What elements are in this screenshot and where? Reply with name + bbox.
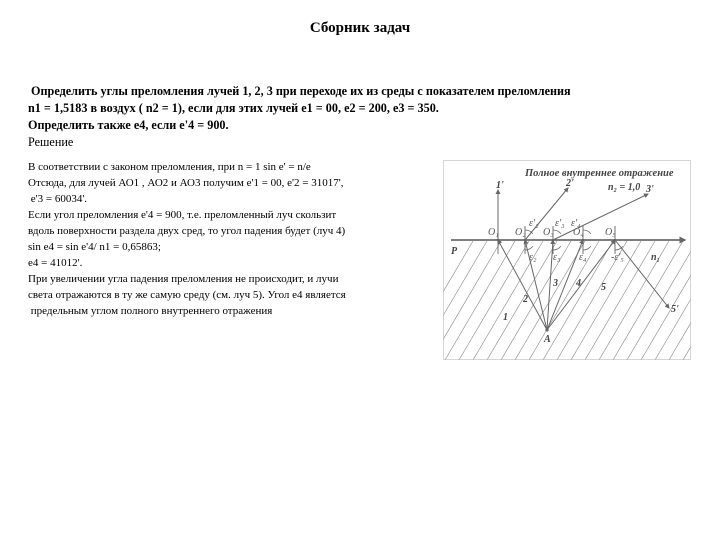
svg-text:O₁: O₁ [488, 227, 499, 238]
solution-text: В соответствии с законом преломления, пр… [28, 160, 433, 319]
svg-text:2: 2 [522, 294, 528, 305]
svg-text:4: 4 [575, 278, 581, 289]
svg-text:5: 5 [601, 282, 606, 293]
svg-text:ε₃: ε₃ [553, 252, 561, 263]
svg-text:ε'₃: ε'₃ [555, 218, 565, 229]
svg-text:ε'₂: ε'₂ [529, 218, 539, 229]
svg-text:2': 2' [565, 178, 574, 189]
svg-text:ε₄: ε₄ [579, 252, 587, 263]
svg-text:O₂: O₂ [515, 227, 526, 238]
sol-p10: предельным углом полного внутреннего отр… [28, 305, 272, 317]
page-title: Сборник задач [28, 20, 692, 37]
sol-p2: Отсюда, для лучей АО1 , АО2 и АО3 получи… [28, 177, 343, 189]
sol-p4: Если угол преломления е'4 = 900, т.е. пр… [28, 209, 336, 221]
svg-text:1': 1' [496, 180, 504, 191]
sol-p8: При увеличении угла падения преломления … [28, 273, 338, 285]
svg-text:A: A [543, 334, 551, 345]
sol-p5: вдоль поверхности раздела двух сред, то … [28, 225, 345, 237]
svg-text:3': 3' [645, 184, 654, 195]
svg-text:5': 5' [671, 304, 679, 315]
sol-p3: е'3 = 60034'. [28, 193, 87, 205]
sol-p6: sin е4 = sin е'4/ n1 = 0,65863; [28, 241, 161, 253]
problem-line-3: Определить также е4, если е'4 = 900. [28, 118, 229, 132]
svg-text:O₅: O₅ [605, 227, 616, 238]
svg-text:n₂ = 1,0: n₂ = 1,0 [608, 182, 640, 193]
problem-line-2: n1 = 1,5183 в воздух ( n2 = 1), если для… [28, 101, 439, 115]
problem-line-1: Определить углы преломления лучей 1, 2, … [28, 84, 571, 98]
svg-text:3: 3 [552, 278, 558, 289]
sol-p7: е4 = 41012'. [28, 257, 82, 269]
problem-statement: Определить углы преломления лучей 1, 2, … [28, 83, 692, 133]
svg-text:n₁: n₁ [651, 252, 660, 263]
svg-text:Полное внутреннее отражение: Полное внутреннее отражение [524, 168, 674, 179]
svg-text:O₃: O₃ [543, 227, 554, 238]
sol-p1: В соответствии с законом преломления, пр… [28, 161, 311, 173]
svg-text:-ε'₅: -ε'₅ [611, 252, 624, 263]
sol-p9: света отражаются в ту же самую среду (см… [28, 289, 346, 301]
refraction-figure: Полное внутреннее отражение n₂ = 1,0 Pn₁ O₁… [443, 160, 691, 360]
solution-label: Решение [28, 135, 692, 150]
svg-text:1: 1 [503, 312, 508, 323]
svg-text:ε₂: ε₂ [529, 252, 537, 263]
svg-text:ε'₄: ε'₄ [571, 218, 581, 229]
svg-text:P: P [451, 246, 458, 257]
